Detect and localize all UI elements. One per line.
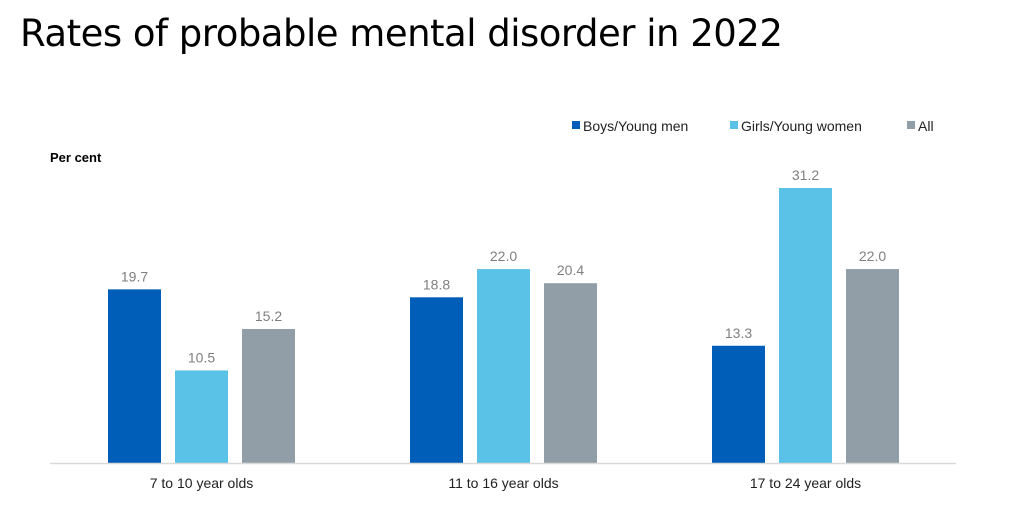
bar (779, 188, 832, 463)
bar (410, 297, 463, 463)
bar (175, 370, 228, 463)
bar (108, 289, 161, 463)
data-label: 31.2 (792, 167, 819, 183)
data-label: 13.3 (725, 325, 752, 341)
category-labels: 7 to 10 year olds 11 to 16 year olds 17 to… (150, 475, 861, 491)
data-label: 19.7 (121, 268, 148, 284)
data-label: 22.0 (490, 248, 517, 264)
legend-label: Boys/Young men (583, 118, 688, 134)
data-label: 15.2 (255, 308, 282, 324)
data-label: 10.5 (188, 349, 215, 365)
data-label: 20.4 (557, 262, 584, 278)
category-label: 7 to 10 year olds (150, 475, 254, 491)
legend-label: Girls/Young women (741, 118, 862, 134)
bar (477, 269, 530, 463)
data-label: 22.0 (859, 248, 886, 264)
y-axis-label: Per cent (50, 150, 102, 165)
bar (712, 345, 765, 463)
bar (242, 329, 295, 463)
bar (846, 269, 899, 463)
legend-label: All (918, 118, 934, 134)
bars: 19.7 10.5 15.2 18.8 22.0 20.4 13.3 31.2 22.0 (108, 167, 899, 463)
legend-swatch (572, 121, 580, 129)
legend-swatch (907, 121, 915, 129)
chart-title: Rates of probable mental disorder in 202… (20, 12, 783, 55)
legend: Boys/Young men Girls/Young women All (572, 118, 934, 134)
data-label: 18.8 (423, 276, 450, 292)
category-label: 17 to 24 year olds (750, 475, 861, 491)
bar (544, 283, 597, 463)
legend-swatch (730, 121, 738, 129)
category-label: 11 to 16 year olds (448, 475, 558, 491)
